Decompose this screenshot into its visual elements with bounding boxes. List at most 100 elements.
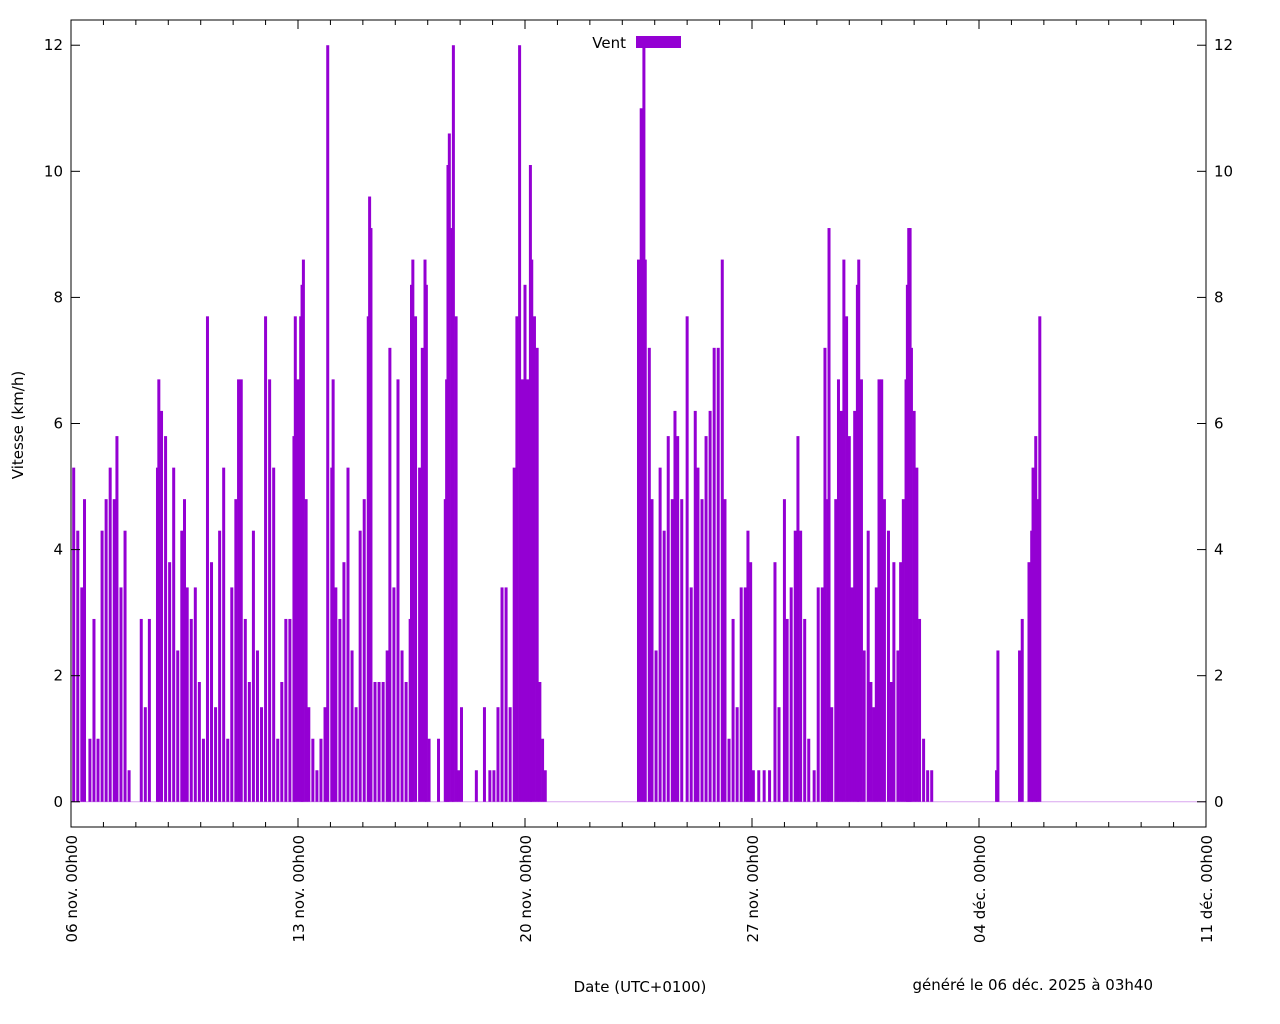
wind-bar: [459, 707, 463, 802]
wind-bar: [739, 587, 743, 802]
wind-bar: [72, 467, 76, 802]
wind-bar: [680, 499, 684, 802]
wind-bar: [358, 530, 362, 802]
wind-bar: [447, 133, 451, 802]
wind-bar: [1038, 316, 1042, 802]
wind-bar: [839, 410, 843, 802]
wind-bar: [183, 499, 186, 802]
wind-bar: [500, 587, 504, 802]
wind-bar: [222, 467, 226, 802]
wind-bar: [362, 499, 366, 802]
wind-bar: [915, 467, 919, 802]
wind-bar: [104, 499, 108, 802]
wind-bar: [474, 770, 478, 802]
wind-bar: [639, 108, 643, 802]
y-tick-label-right: 8: [1214, 288, 1224, 306]
wind-bar: [508, 707, 512, 802]
wind-bar: [535, 347, 539, 802]
x-axis-ticks: 06 nov. 00h00 13 nov. 00h00 20 nov. 00h00 2…: [63, 20, 1216, 943]
y-tick-label-right: 0: [1214, 793, 1224, 811]
y-tick-label-left: 2: [53, 667, 63, 685]
wind-bar: [520, 379, 524, 802]
wind-bar: [247, 681, 251, 802]
wind-bar: [874, 587, 878, 802]
wind-bar: [237, 379, 241, 802]
y-tick-label-left: 0: [53, 793, 63, 811]
wind-bar: [816, 587, 820, 802]
wind-bar: [530, 259, 534, 802]
wind-bar: [296, 379, 300, 802]
wind-bar: [807, 738, 811, 802]
y-tick-label-left: 6: [53, 415, 63, 433]
wind-bar: [886, 530, 890, 802]
wind-bar: [793, 530, 797, 802]
wind-bar: [720, 259, 724, 802]
wind-bar: [210, 562, 214, 802]
wind-bar: [369, 228, 373, 802]
wind-bar: [1020, 618, 1024, 802]
wind-bar: [799, 530, 803, 802]
wind-bar: [424, 284, 428, 802]
wind-bar: [304, 499, 308, 802]
wind-bar: [866, 530, 870, 802]
wind-bar: [418, 467, 422, 802]
wind-bar: [777, 707, 781, 802]
wind-bar: [100, 530, 104, 802]
wind-bar: [123, 530, 127, 802]
wind-bar: [400, 650, 404, 802]
wind-bar: [457, 770, 461, 802]
wind-bar: [746, 530, 750, 802]
legend-swatch: [636, 36, 681, 48]
wind-bar: [696, 467, 700, 802]
wind-bar: [157, 379, 161, 802]
wind-bar: [315, 770, 319, 802]
wind-bar: [218, 530, 222, 802]
x-tick-label: 04 déc. 00h00: [971, 835, 989, 943]
wind-bar: [197, 681, 201, 802]
wind-bar: [768, 770, 772, 802]
wind-bar: [381, 681, 385, 802]
x-tick-label: 11 déc. 00h00: [1198, 835, 1216, 943]
wind-bar: [862, 650, 866, 802]
wind-bar: [420, 347, 424, 802]
wind-bar: [796, 436, 800, 802]
wind-bar: [637, 259, 640, 802]
wind-bar: [882, 499, 886, 802]
wind-bar: [670, 499, 674, 802]
wind-bar: [647, 347, 651, 802]
wind-bar: [226, 738, 230, 802]
wind-bar: [214, 707, 218, 802]
wind-bar: [543, 770, 547, 802]
wind-bar: [319, 738, 323, 802]
wind-bar: [757, 770, 761, 802]
wind-bars: [72, 45, 1042, 802]
wind-bar: [243, 618, 247, 802]
wind-bar: [451, 45, 455, 802]
wind-bar: [139, 618, 143, 802]
wind-bar: [288, 618, 292, 802]
legend: Vent: [592, 34, 681, 52]
wind-bar: [803, 618, 807, 802]
wind-bar: [716, 347, 720, 802]
wind-bar: [762, 770, 766, 802]
wind-bar: [789, 587, 793, 802]
wind-bar: [847, 436, 851, 802]
wind-bar: [834, 499, 838, 802]
wind-bar: [482, 707, 486, 802]
wind-bar: [912, 410, 916, 802]
wind-bar: [857, 259, 861, 802]
wind-bar: [230, 587, 234, 802]
wind-bar: [255, 650, 259, 802]
wind-bar: [922, 738, 926, 802]
wind-bar: [414, 316, 418, 802]
wind-bar: [727, 738, 731, 802]
wind-bar: [164, 436, 168, 802]
wind-bar: [323, 707, 327, 802]
wind-bar: [700, 499, 704, 802]
wind-bar: [880, 379, 884, 802]
wind-bar: [404, 681, 408, 802]
wind-bar: [704, 436, 708, 802]
wind-bar: [385, 650, 389, 802]
wind-bar: [392, 587, 396, 802]
x-tick-label: 27 nov. 00h00: [744, 835, 762, 942]
